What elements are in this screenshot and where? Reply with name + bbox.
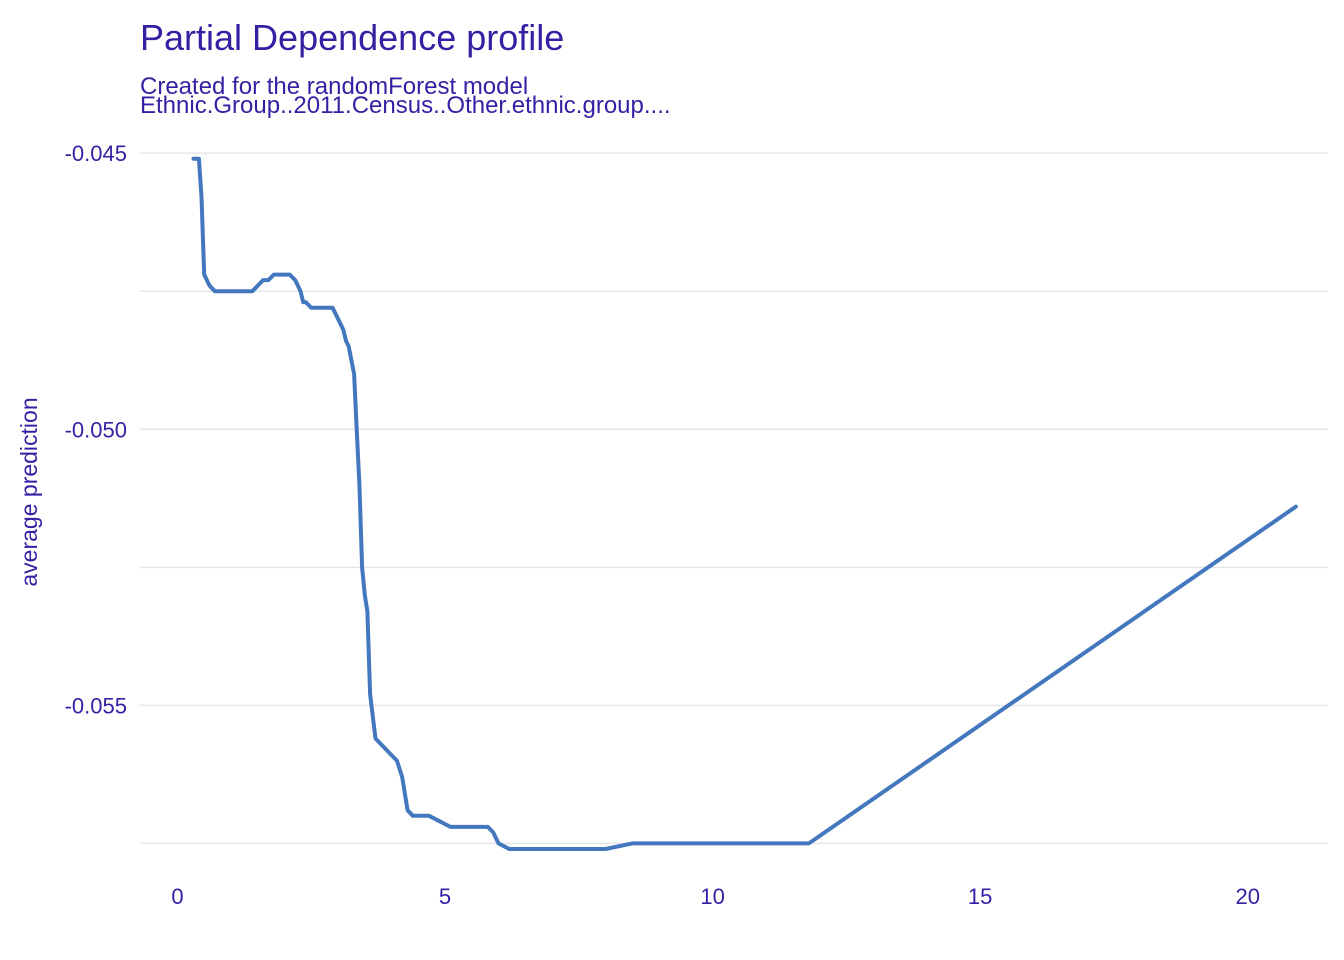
- grid-lines: [140, 152, 1328, 845]
- chart-subtitle: Created for the randomForest model: [140, 73, 528, 100]
- x-tick-label: 15: [968, 884, 992, 909]
- x-tick-label: 10: [700, 884, 724, 909]
- variable-label: Ethnic.Group..2011.Census..Other.ethnic.…: [140, 92, 671, 119]
- chart-title: Partial Dependence profile: [140, 17, 564, 58]
- x-tick-label: 5: [439, 884, 451, 909]
- y-tick-label: -0.045: [65, 141, 127, 166]
- x-tick-label: 20: [1235, 884, 1259, 909]
- series-group: [191, 156, 1298, 851]
- y-axis-label: average prediction: [16, 397, 42, 586]
- y-tick-label: -0.055: [65, 693, 127, 718]
- x-axis-tick-labels: 0 5 10 15 20: [171, 884, 1260, 909]
- y-tick-label: -0.050: [65, 417, 127, 442]
- y-axis-tick-labels: -0.045 -0.050 -0.055: [65, 141, 127, 718]
- x-tick-label: 0: [171, 884, 183, 909]
- series-line: [191, 156, 1298, 851]
